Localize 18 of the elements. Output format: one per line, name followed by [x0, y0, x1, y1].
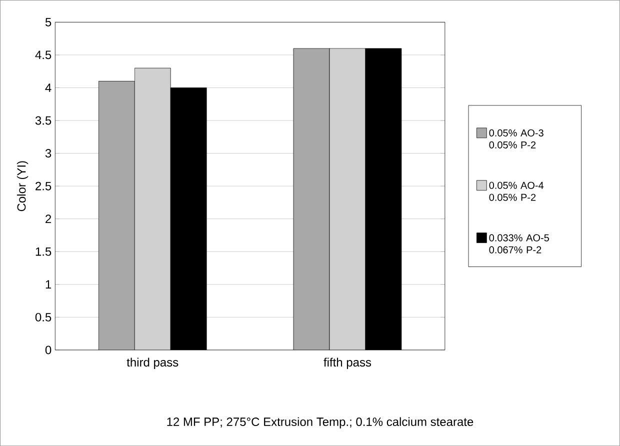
y-tick-label: 1.5 — [36, 247, 52, 256]
y-axis-title: Color (YI) — [16, 161, 28, 212]
x-tick-label: fifth pass — [324, 358, 372, 369]
y-tick-label: 2.5 — [36, 182, 52, 190]
y-tick-label: 3 — [45, 149, 52, 158]
legend-label: 0.033% AO-5 0.067% P-2 — [489, 234, 549, 254]
y-tick-label: 0 — [45, 346, 52, 354]
text: 12 MF PP; 275°C Extrusion Temp.; 0.1% calcium stearate — [167, 417, 474, 428]
legend-label: 0.05% AO-3 0.05% P-2 — [489, 129, 544, 148]
y-tick-label: 4.5 — [35, 50, 52, 60]
y-tick-label: 4 — [45, 84, 52, 92]
y-tick-label: 2 — [46, 214, 52, 223]
y-tick-label: 3.5 — [35, 116, 52, 125]
x-tick-label: third pass — [126, 358, 178, 369]
y-tick-label: 5 — [45, 18, 52, 26]
legend-label: 0.05% AO-4 0.05% P-2 — [489, 182, 544, 201]
y-tick-label: 1 — [46, 280, 52, 288]
y-tick-label: 0.5 — [35, 312, 52, 322]
